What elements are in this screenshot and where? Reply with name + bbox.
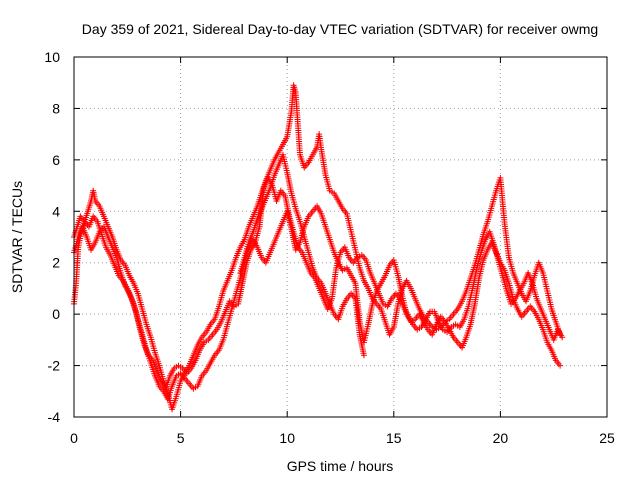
data-marks	[71, 82, 566, 413]
grid	[74, 57, 607, 417]
x-axis-label: GPS time / hours	[287, 458, 394, 474]
axis-ticks	[73, 56, 608, 418]
x-tick-label: 15	[386, 430, 402, 446]
y-axis-label: SDTVAR / TECUs	[9, 181, 25, 293]
plot-frame	[73, 56, 608, 418]
x-tick-label: 5	[177, 430, 185, 446]
x-tick-label: 0	[70, 430, 78, 446]
chart-title: Day 359 of 2021, Sidereal Day-to-day VTE…	[82, 21, 598, 37]
data-point-marker	[360, 352, 367, 359]
y-tick-label: 0	[52, 306, 60, 322]
series-track-a	[71, 82, 564, 413]
y-tick-label: -4	[48, 409, 61, 425]
x-tick-label: 25	[599, 430, 615, 446]
x-tick-labels: 0 5 10 15 20 25	[70, 430, 615, 446]
data-point-marker	[559, 334, 566, 341]
series-track-d	[237, 151, 367, 359]
x-tick-label: 20	[493, 430, 509, 446]
series-track-c	[71, 174, 566, 392]
y-tick-label: 10	[44, 49, 60, 65]
y-tick-label: -2	[48, 358, 61, 374]
y-tick-labels: -4 -2 0 2 4 6 8 10	[44, 49, 60, 425]
x-tick-label: 10	[279, 430, 295, 446]
y-tick-label: 8	[52, 100, 60, 116]
y-tick-label: 6	[52, 152, 60, 168]
data-point-marker	[557, 362, 564, 369]
y-tick-label: 4	[52, 203, 60, 219]
y-tick-label: 2	[52, 255, 60, 271]
